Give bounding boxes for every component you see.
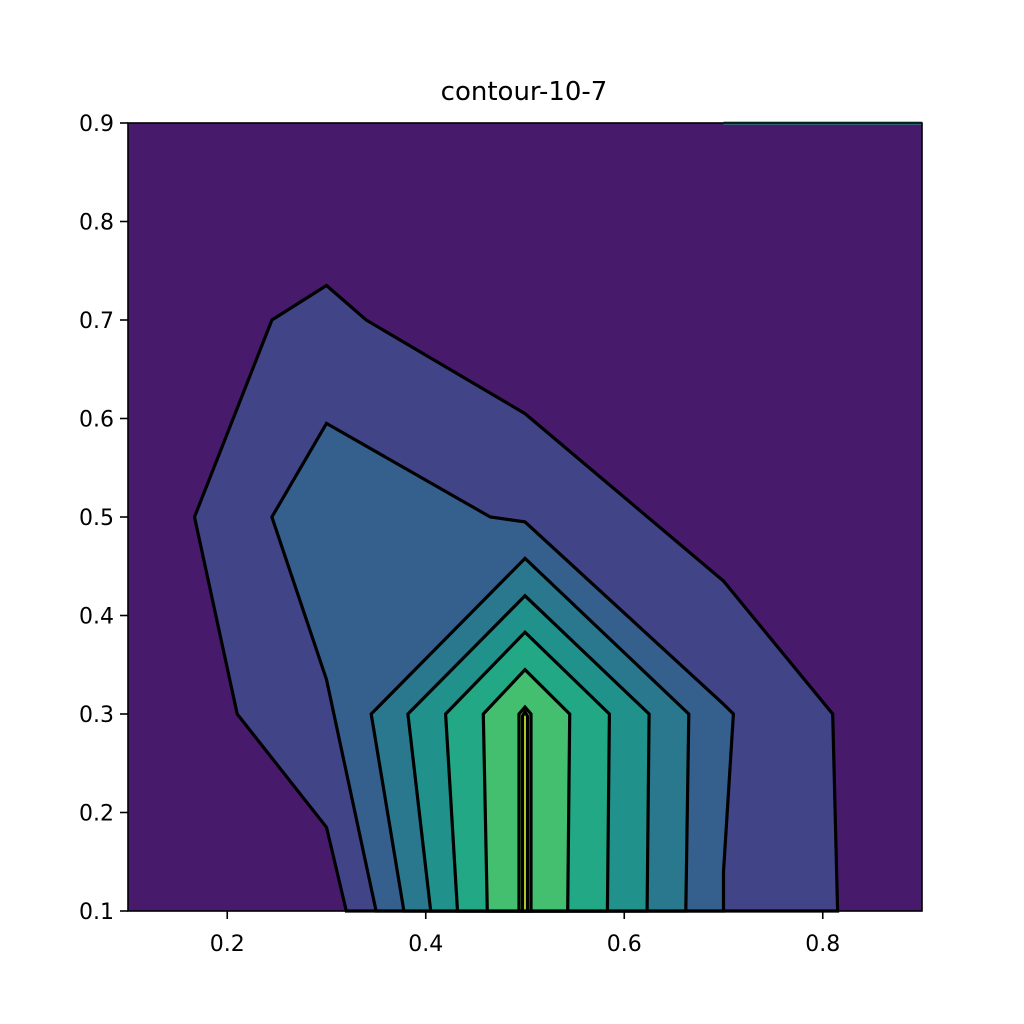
y-tick-label: 0.7 (79, 309, 114, 334)
chart-title: contour-10-7 (441, 77, 608, 107)
x-tick-label: 0.8 (805, 932, 840, 957)
y-tick-label: 0.2 (79, 802, 114, 827)
y-tick-label: 0.5 (79, 506, 114, 531)
x-tick-label: 0.4 (408, 932, 443, 957)
y-tick-label: 0.6 (79, 408, 114, 433)
y-tick-label: 0.8 (79, 211, 114, 236)
x-axis: 0.2 0.4 0.6 0.8 (210, 911, 840, 957)
y-tick-label: 0.4 (79, 605, 114, 630)
x-tick-label: 0.2 (210, 932, 245, 957)
x-tick-label: 0.6 (607, 932, 642, 957)
contour-level-8 (520, 708, 530, 913)
y-tick-label: 0.1 (79, 900, 114, 925)
plot-area (127, 121, 923, 913)
y-axis: 0.1 0.2 0.3 0.4 0.5 0.6 0.7 0.8 0.9 (79, 112, 128, 925)
y-tick-label: 0.3 (79, 703, 114, 728)
y-tick-label: 0.9 (79, 112, 114, 137)
